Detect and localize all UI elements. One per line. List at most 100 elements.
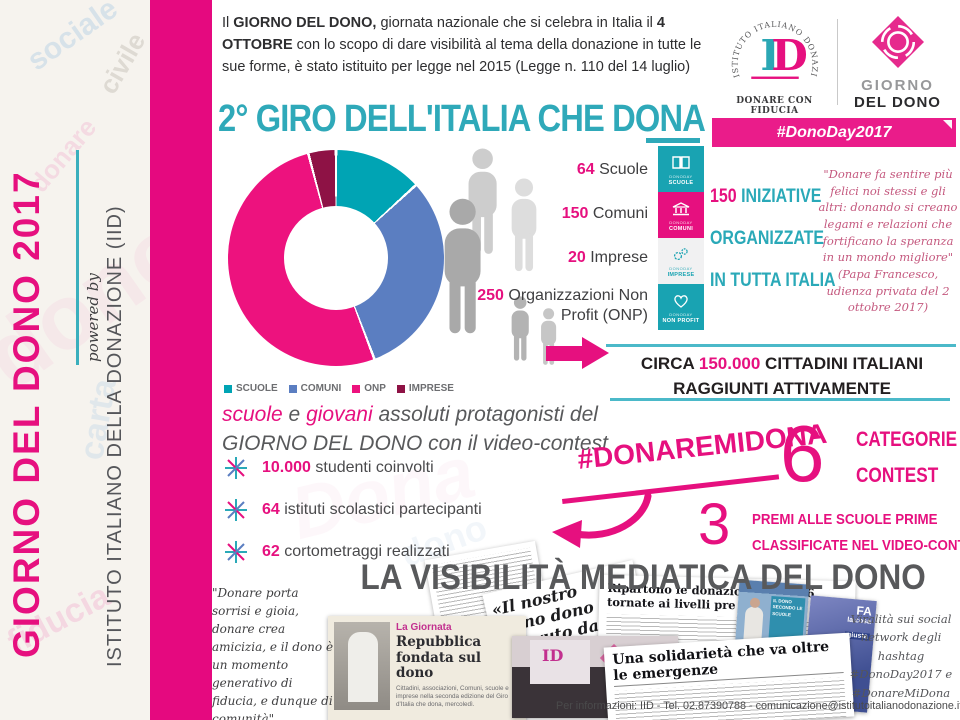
- legend-label: ONP: [364, 383, 386, 394]
- badge-label: SCUOLE: [668, 179, 694, 186]
- highlight-giovani: giovani: [306, 403, 373, 426]
- book-icon: [672, 153, 690, 173]
- premi-number-3: 3: [698, 492, 731, 557]
- clipping-kicker: La Giornata: [396, 622, 452, 633]
- asterisk-icon: [225, 541, 247, 563]
- mattarella-quote: "Donare porta sorrisi e gioia, donare cr…: [212, 584, 340, 720]
- badge-comuni: DONODAY COMUNI: [658, 192, 704, 238]
- family-silhouettes-graphic: [444, 148, 557, 365]
- stat-imprese: 20 Imprese: [448, 248, 648, 268]
- badge-imprese: DONODAY IMPRESE: [658, 238, 704, 284]
- title-underline-dash: [646, 138, 700, 143]
- stat-onp: 250 Organizzazioni Non Profit (ONP): [452, 286, 648, 326]
- teal-rule-top: [606, 344, 956, 347]
- gdd-logo-line2: DEL DONO: [854, 93, 941, 111]
- stage-backdrop: [530, 640, 590, 684]
- logo-divider: [836, 19, 838, 105]
- badge-label: COMUNI: [668, 225, 694, 232]
- papa-francesco-quote: "Donare fa sentire più felici noi stessi…: [816, 166, 960, 316]
- intro-text: con lo scopo di dare visibilità al tema …: [222, 37, 702, 75]
- iniziative-block: 150 INIZIATIVE ORGANIZZATE IN TUTTA ITAL…: [710, 176, 836, 302]
- organization-name-vertical: ISTITUTO ITALIANO DELLA DONAZIONE (IID): [104, 205, 126, 667]
- giorno-del-dono-logo: GIORNO DEL DONO: [846, 14, 950, 111]
- watermark-word: sociale: [21, 0, 124, 78]
- watermark-word: civile: [92, 27, 152, 99]
- badge-scuole: DONODAY SCUOLE: [658, 146, 704, 192]
- quote-text: "Donare porta sorrisi e gioia, donare cr…: [212, 586, 334, 720]
- contest-contest-label: CONTEST: [856, 464, 939, 487]
- newspaper-clipping-repubblica: La Giornata Repubblica fondata sul dono …: [328, 616, 526, 720]
- reach-text: CITTADINI ITALIANI RAGGIUNTI ATTIVAMENTE: [673, 354, 924, 398]
- bullet-cortometraggi: 62 cortometraggi realizzati: [224, 540, 450, 564]
- stat-value: 20: [567, 249, 586, 266]
- chart-legend: SCUOLE COMUNI ONP IMPRESE: [224, 383, 474, 394]
- donoday-hashtag-ribbon: #DonoDay2017: [712, 118, 956, 147]
- svg-text:I: I: [760, 31, 780, 80]
- donoday-badge-column: DONODAY SCUOLE DONODAY COMUNI DONODAY IM…: [658, 146, 704, 330]
- logo-row: ISTITUTO ITALIANO DONAZIONE I D DONARE C…: [712, 2, 958, 118]
- subtitle-text: assoluti protagonisti del: [372, 403, 598, 426]
- legend-label: COMUNI: [300, 383, 342, 394]
- intro-bold-date: 4 OTTOBRE: [222, 15, 665, 53]
- iniziative-number: 150: [710, 186, 737, 207]
- badge-label: IMPRESE: [667, 271, 695, 278]
- heart-icon: [673, 291, 689, 311]
- badge-sub: DONODAY: [669, 311, 693, 317]
- intro-text: Il: [222, 15, 234, 31]
- contest-number-6: 6: [780, 409, 825, 498]
- asterisk-icon: [225, 499, 247, 521]
- stat-value: 64: [576, 161, 595, 178]
- reach-number: 150.000: [698, 354, 761, 373]
- legend-item: COMUNI: [288, 383, 342, 394]
- badge-sub: DONODAY: [669, 265, 693, 271]
- stat-label: Organizzazioni Non Profit (ONP): [503, 287, 648, 324]
- premi-line1: PREMI ALLE SCUOLE PRIME: [752, 512, 938, 528]
- badge-sub: DONODAY: [669, 173, 693, 179]
- iniziative-word: INIZIATIVE: [736, 186, 822, 207]
- stat-label: Comuni: [588, 205, 648, 222]
- protagonisti-subtitle: scuole e giovani assoluti protagonisti d…: [222, 400, 608, 459]
- id-logo-on-stage: ID: [542, 646, 564, 665]
- quote-attribution: (Papa Francesco, udienza privata del 2 o…: [826, 267, 950, 315]
- pope-photo: [334, 622, 390, 710]
- svg-text:D: D: [771, 31, 807, 80]
- bullet-istituti: 64 istituti scolastici partecipanti: [224, 498, 482, 522]
- subtitle-line2: GIORNO DEL DONO con il video-contest: [222, 432, 608, 456]
- legend-swatch: [224, 384, 232, 393]
- stat-label: Imprese: [585, 249, 648, 266]
- visibilita-heading: LA VISIBILITÀ MEDIATICA DEL DONO: [360, 558, 926, 597]
- legend-label: IMPRESE: [408, 383, 454, 394]
- clipping-headline: Repubblica fondata sul dono: [396, 634, 482, 682]
- bullet-value: 62: [262, 543, 280, 560]
- intro-paragraph: Il GIORNO DEL DONO, giornata nazionale c…: [222, 12, 704, 78]
- legend-swatch: [396, 384, 405, 393]
- right-arrow-icon: [582, 337, 609, 369]
- bullet-label: istituti scolastici partecipanti: [279, 501, 482, 518]
- premi-line2: CLASSIFICATE NEL VIDEO-CONTEST: [752, 538, 960, 554]
- bullet-label: cortometraggi realizzati: [279, 543, 450, 560]
- iid-logo: ISTITUTO ITALIANO DONAZIONE I D DONARE C…: [721, 2, 829, 116]
- stat-value: 150: [561, 205, 589, 222]
- legend-swatch: [288, 384, 297, 393]
- gears-icon: [672, 245, 690, 265]
- intro-text: giornata nazionale che si celebra in Ita…: [376, 15, 657, 31]
- donut-chart: [228, 150, 444, 366]
- stat-value: 250: [477, 287, 504, 304]
- iniziative-line3: IN TUTTA ITALIA: [710, 270, 836, 291]
- legend-label: SCUOLE: [236, 383, 278, 394]
- subtitle-text: e: [282, 403, 307, 426]
- bullet-value: 10.000: [262, 459, 311, 476]
- bullet-value: 64: [262, 501, 280, 518]
- teal-rule-bottom: [610, 398, 950, 401]
- right-arrow-icon: [546, 346, 582, 361]
- legend-item: ONP: [352, 383, 386, 394]
- badge-non-profit: DONODAY NON PROFIT: [658, 284, 704, 330]
- reach-text: CIRCA: [640, 354, 699, 373]
- footer-contact-info: Per informazioni: IID - Tel. 02.87390788…: [556, 700, 960, 712]
- badge-label: NON PROFIT: [662, 317, 700, 324]
- badge-sub: DONODAY: [669, 219, 693, 225]
- curved-arrow-icon: [552, 492, 652, 548]
- iid-logo-graphic: ISTITUTO ITALIANO DONAZIONE I D: [725, 2, 818, 80]
- legend-item: SCUOLE: [224, 383, 278, 394]
- iniziative-line2: ORGANIZZATE: [710, 228, 825, 249]
